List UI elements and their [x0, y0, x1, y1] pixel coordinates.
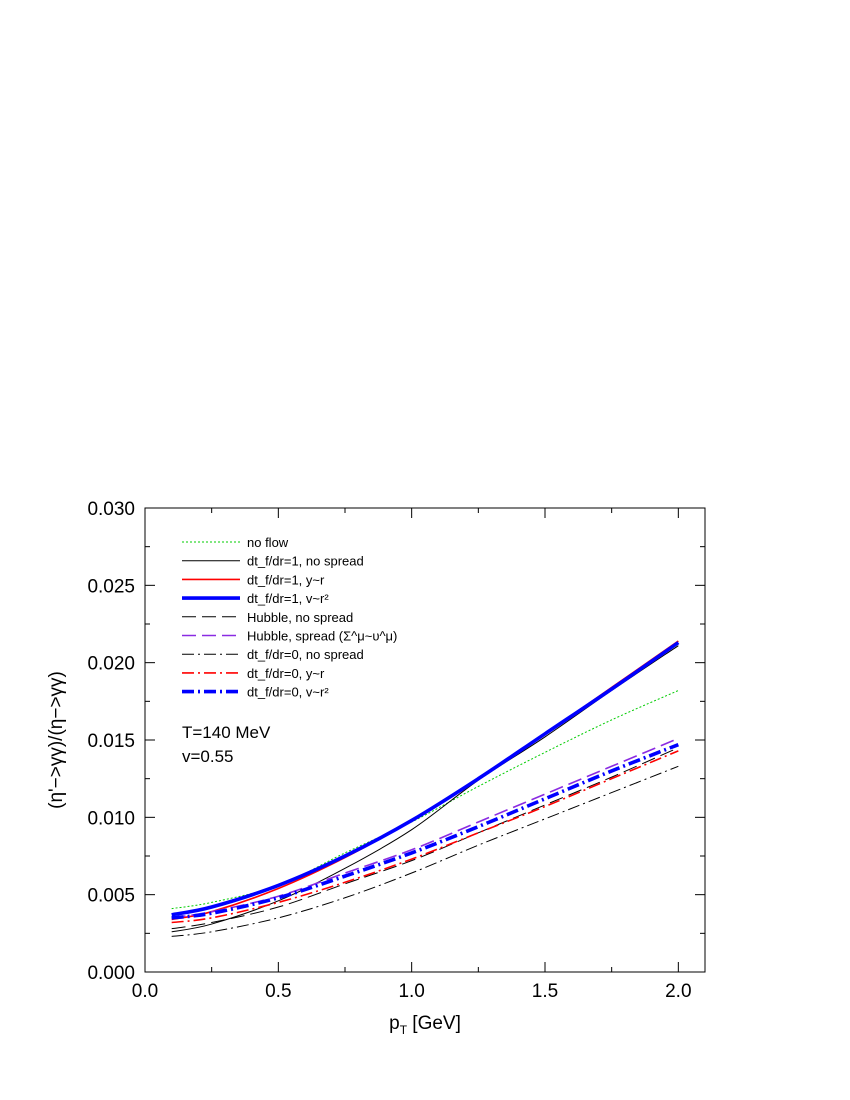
- legend-label-4: dt_f/dr=1, v~r²: [247, 591, 329, 606]
- series-line-3: [171, 640, 679, 921]
- series-line-7: [171, 765, 679, 937]
- x-tick-label: 2.0: [665, 981, 691, 1002]
- legend-label-7: dt_f/dr=0, no spread: [247, 647, 364, 662]
- series-line-5: [171, 747, 679, 930]
- y-tick-label: 0.015: [87, 731, 135, 752]
- legend-label-2: dt_f/dr=1, no spread: [247, 554, 364, 569]
- series-line-4: [171, 641, 680, 917]
- y-tick-label: 0.005: [87, 886, 135, 907]
- legend-label-6: Hubble, spread (Σ^μ~υ^μ): [247, 629, 397, 644]
- annotation-velocity: v=0.55: [182, 747, 234, 766]
- series-layer: [171, 640, 680, 937]
- x-tick-label: 1.0: [398, 981, 424, 1002]
- x-tick-label: 0.0: [132, 981, 158, 1002]
- annotation-temperature: T=140 MeV: [182, 723, 271, 742]
- x-tick-label: 1.5: [532, 981, 558, 1002]
- series-line-9: [171, 742, 679, 920]
- x-axis-title: pT [GeV]: [389, 1013, 461, 1037]
- legend: no flow dt_f/dr=1, no spread dt_f/dr=1, y~…: [182, 535, 397, 700]
- legend-label-3: dt_f/dr=1, y~r: [247, 572, 325, 587]
- x-axis-title-sub: T: [400, 1023, 408, 1037]
- legend-label-8: dt_f/dr=0, y~r: [247, 666, 325, 681]
- y-tick-label: 0.030: [87, 499, 135, 520]
- y-tick-label: 0.020: [87, 654, 135, 675]
- legend-label-9: dt_f/dr=0, v~r²: [247, 685, 329, 700]
- legend-label-5: Hubble, no spread: [247, 610, 353, 625]
- axis-ticks: 0.000 0.005 0.010 0.015 0.020 0.025 0.030 0.0 0.…: [87, 499, 705, 1002]
- y-tick-label: 0.000: [87, 963, 135, 984]
- y-axis-title: (η'−>γγ)/(η−>γγ): [46, 671, 67, 809]
- y-tick-label: 0.025: [87, 576, 135, 597]
- series-line-8: [171, 750, 679, 924]
- y-tick-label: 0.010: [87, 808, 135, 829]
- legend-label-1: no flow: [247, 535, 289, 550]
- x-tick-label: 0.5: [265, 981, 291, 1002]
- series-line-6: [171, 737, 679, 919]
